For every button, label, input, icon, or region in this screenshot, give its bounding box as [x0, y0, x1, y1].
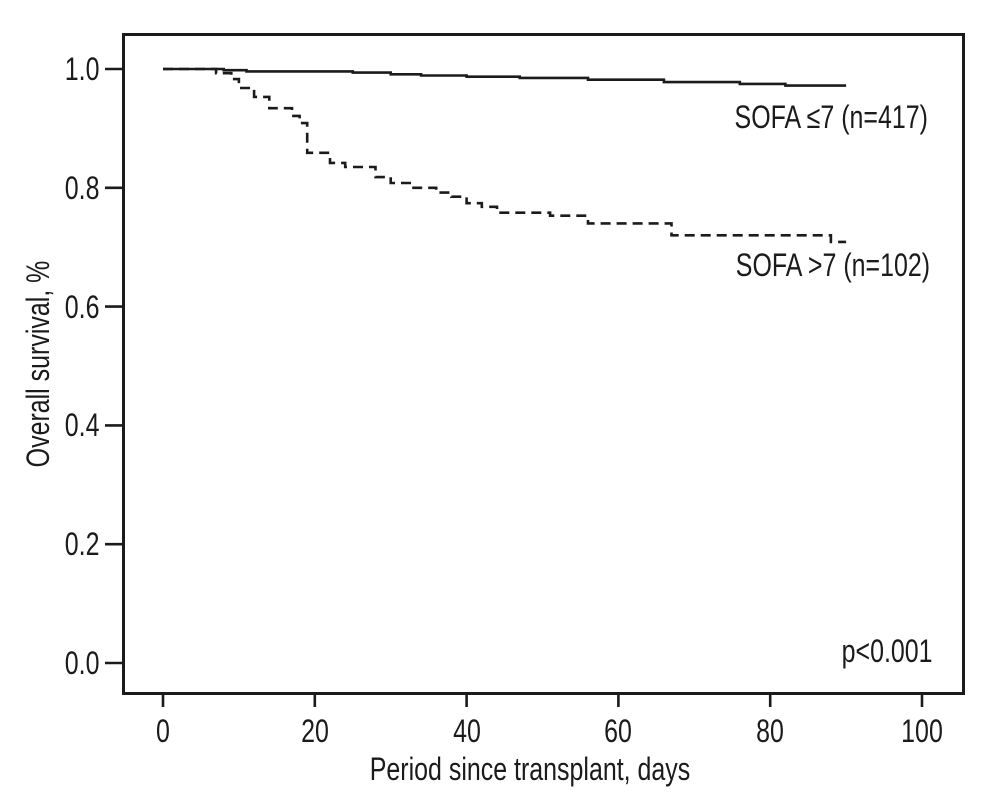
y-axis-title: Overall survival, %	[20, 260, 56, 468]
x-tick-label: 40	[452, 713, 481, 749]
y-tick-label: 0.0	[64, 645, 99, 681]
legend-sofa-gt7: SOFA >7 (n=102)	[735, 247, 930, 283]
x-axis-title: Period since transplant, days	[369, 751, 691, 787]
x-tick-label: 0	[156, 713, 170, 749]
x-tick-label: 80	[756, 713, 785, 749]
y-tick-label: 0.2	[64, 526, 99, 563]
y-tick-label: 0.4	[64, 407, 99, 444]
plot-frame	[122, 33, 965, 695]
p-value-annotation: p<0.001	[842, 633, 933, 669]
sofa-le7-curve	[163, 67, 847, 87]
x-tick-label: 20	[300, 713, 329, 749]
x-tick-label: 60	[604, 713, 633, 749]
legend-sofa-le7: SOFA ≤7 (n=417)	[734, 99, 928, 135]
y-tick-label: 1.0	[64, 51, 99, 87]
y-tick-label: 0.8	[64, 169, 99, 206]
sofa-gt7-curve	[163, 67, 847, 244]
y-tick-label: 0.6	[64, 288, 99, 325]
x-tick-label: 100	[901, 713, 943, 749]
